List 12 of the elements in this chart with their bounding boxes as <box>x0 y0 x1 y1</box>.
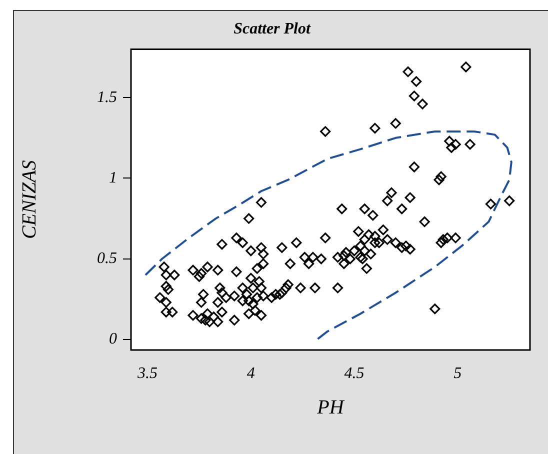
x-tick-label: 5 <box>454 364 462 382</box>
x-tick-label: 4.5 <box>344 364 364 382</box>
x-tick-label: 4 <box>246 364 255 382</box>
y-tick-label: 1 <box>109 169 117 186</box>
y-tick-label: 0.5 <box>97 250 117 268</box>
y-tick-label: 0 <box>109 330 117 348</box>
chart-title: Scatter Plot <box>234 20 311 38</box>
y-axis-title: CENIZAS <box>18 160 40 240</box>
line-series <box>144 130 512 341</box>
y-tick-label: 1.5 <box>97 88 117 106</box>
x-axis-title: PH <box>316 396 346 418</box>
x-tick-label: 3.5 <box>136 364 158 382</box>
